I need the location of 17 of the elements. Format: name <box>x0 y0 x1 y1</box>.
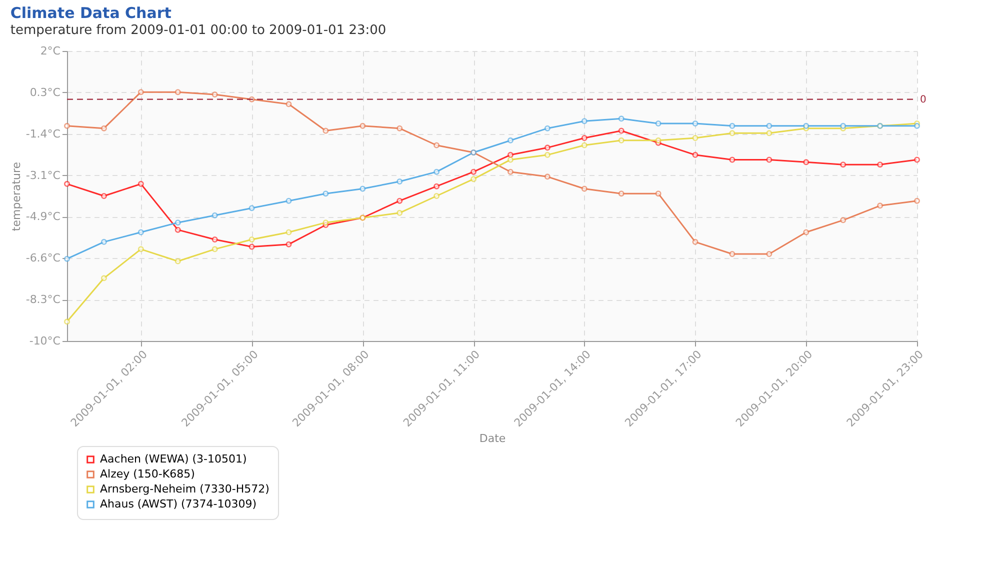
x-axis-title: Date <box>479 432 506 445</box>
y-tick-label: 0.3°C <box>30 86 61 99</box>
y-tick-label: -3.1°C <box>26 168 61 182</box>
y-tick-label: -4.9°C <box>26 210 61 224</box>
ref-line-label: 0 <box>920 94 926 106</box>
legend-label: Arnsberg-Neheim (7330-H572) <box>100 482 270 496</box>
chart-subtitle: temperature from 2009-01-01 00:00 to 2009-01-01 23:00 <box>10 23 386 38</box>
chart-title: Climate Data Chart <box>10 4 172 22</box>
legend-label: Ahaus (AWST) (7374-10309) <box>100 498 257 510</box>
legend-label: Alzey (150-K685) <box>100 468 195 480</box>
y-tick-label: -6.6°C <box>26 252 61 265</box>
y-tick-label: -1.4°C <box>26 127 61 140</box>
y-axis-title: temperature <box>10 162 23 232</box>
y-tick-label: -10°C <box>29 334 61 348</box>
legend-label: Aachen (WEWA) (3-10501) <box>100 452 247 466</box>
y-tick-label: 2°C <box>40 44 61 58</box>
y-tick-label: -8.3°C <box>26 293 61 306</box>
